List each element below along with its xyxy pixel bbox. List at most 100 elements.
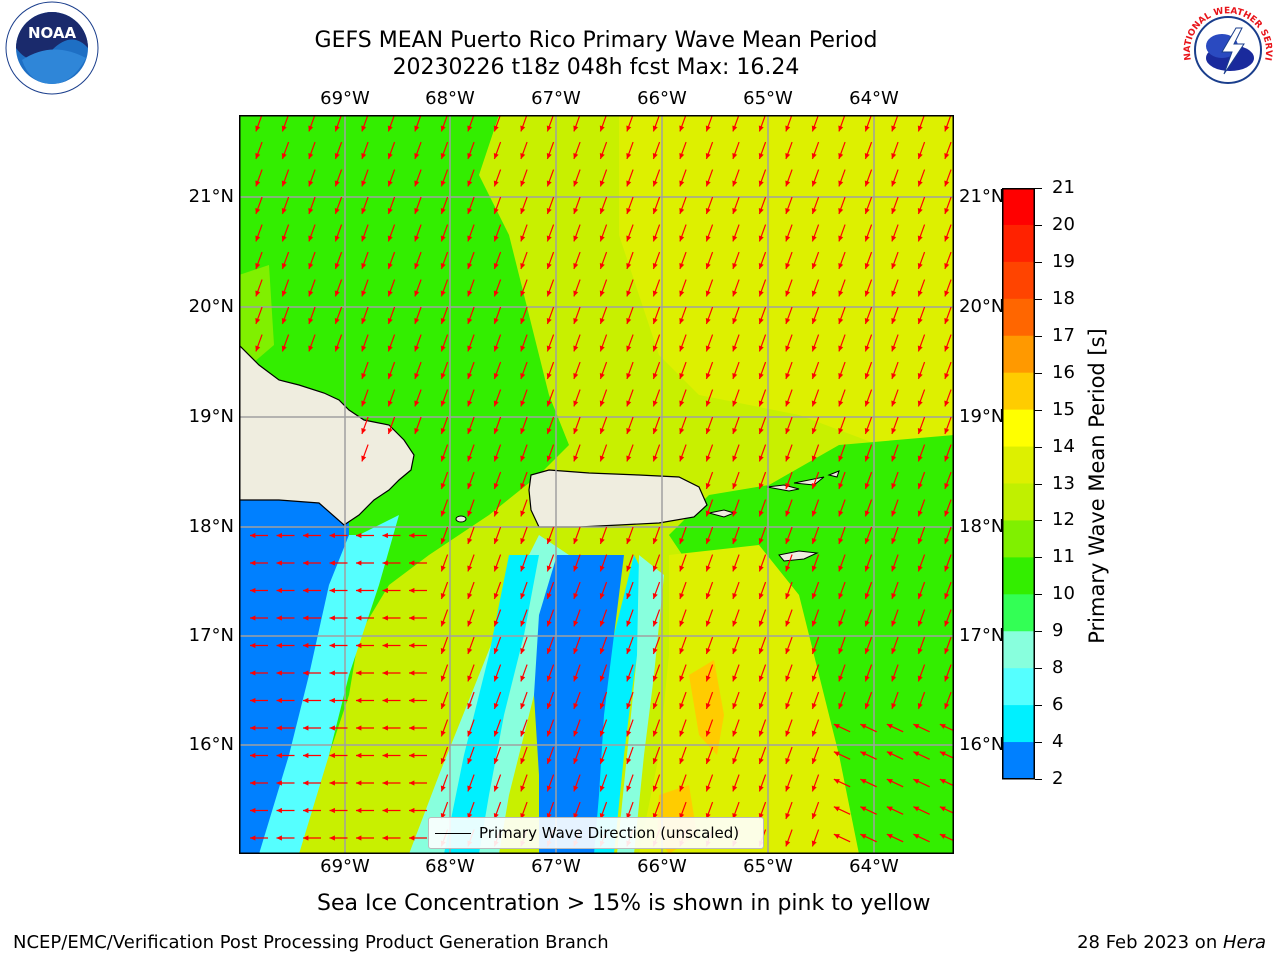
wave-arrow-head (705, 262, 711, 269)
colorbar-tick-mark (1035, 594, 1042, 596)
st-croix-island (778, 550, 819, 562)
wave-arrow-head (440, 510, 446, 517)
wave-arrow-head (520, 207, 526, 214)
wave-arrow-head (864, 455, 870, 462)
wave-arrow-head (409, 670, 415, 676)
wave-arrow-head (652, 427, 658, 434)
wave-arrow-head (308, 235, 314, 242)
wave-period-map (239, 115, 954, 854)
wave-arrow-head (917, 235, 923, 242)
wave-arrow-head (785, 785, 791, 792)
wave-arrow-head (944, 482, 950, 489)
wave-arrow-head (652, 345, 658, 352)
colorbar-tick-mark (1035, 779, 1042, 780)
colorbar-tick-mark (1035, 705, 1042, 707)
wave-arrow-head (281, 235, 287, 242)
wave-arrow-head (785, 235, 791, 242)
wave-arrow-head (440, 730, 446, 737)
colorbar-tick-mark (1035, 631, 1042, 633)
wave-arrow-head (886, 751, 893, 757)
wave-arrow-head (652, 730, 658, 737)
wave-arrow-head (334, 317, 340, 324)
wave-arrow-head (493, 675, 499, 682)
wave-arrow-head (838, 290, 844, 297)
wave-arrow-head (626, 400, 632, 407)
wave-arrow-head (356, 835, 362, 841)
wave-arrow-head (409, 807, 415, 814)
wave-arrow-head (732, 565, 738, 572)
wave-arrow-head (493, 455, 499, 462)
wave-arrow-head (838, 675, 844, 682)
wave-arrow-head (758, 262, 764, 269)
wave-arrow-head (599, 290, 605, 297)
wave-arrow-head (276, 835, 282, 841)
wave-arrow-head (891, 235, 897, 242)
wave-arrow-head (356, 642, 362, 649)
lat-tick-right: 21°N (959, 186, 1005, 207)
wave-arrow-head (705, 400, 711, 407)
wave-arrow-head (255, 207, 261, 214)
wave-arrow-head (546, 152, 552, 159)
footer-host: Hera (1222, 932, 1266, 953)
wave-arrow-head (758, 180, 764, 187)
wave-arrow-head (886, 834, 893, 839)
colorbar-tick-label: 19 (1052, 250, 1075, 272)
wave-arrow-head (864, 235, 870, 242)
wave-arrow-head (833, 724, 840, 729)
wave-arrow-head (626, 180, 632, 187)
wave-arrow-head (520, 510, 526, 517)
wave-arrow-head (520, 317, 526, 324)
wave-arrow-head (626, 207, 632, 214)
wave-arrow-head (546, 675, 552, 682)
wave-arrow-head (356, 807, 362, 814)
wave-arrow-head (833, 834, 840, 839)
wave-arrow-head (255, 125, 261, 132)
wave-arrow-head (520, 730, 526, 737)
wave-arrow-head (679, 620, 685, 627)
field-yellow-south (639, 545, 859, 854)
wave-arrow-head (382, 670, 388, 676)
wave-arrow-head (652, 317, 658, 324)
wave-arrow-head (679, 675, 685, 682)
colorbar-tick-label: 20 (1052, 213, 1075, 235)
title-line-1: GEFS MEAN Puerto Rico Primary Wave Mean … (314, 28, 878, 53)
wave-arrow-head (652, 235, 658, 242)
wave-arrow-head (732, 262, 738, 269)
colorbar-tick-mark (1035, 557, 1042, 559)
wave-arrow-head (440, 317, 446, 324)
wave-arrow-head (493, 345, 499, 352)
wave-arrow-head (758, 290, 764, 297)
wave-arrow-head (440, 152, 446, 159)
wave-arrow-head (334, 180, 340, 187)
wave-arrow-head (520, 482, 526, 489)
wave-arrow-head (785, 262, 791, 269)
wave-arrow-head (705, 125, 711, 132)
wave-arrow-head (917, 125, 923, 132)
wave-arrow-head (811, 235, 817, 242)
colorbar-tick-mark (1035, 224, 1042, 226)
wave-arrow-head (356, 587, 362, 594)
wave-arrow-head (758, 152, 764, 159)
colorbar-tick-label: 10 (1052, 583, 1075, 605)
wave-arrow-head (361, 427, 367, 434)
wave-arrow-head (864, 207, 870, 214)
lat-tick-left: 17°N (188, 625, 234, 646)
wave-arrow-head (811, 262, 817, 269)
wave-arrow-head (387, 262, 393, 269)
wave-arrow-head (811, 125, 817, 132)
wave-arrow-head (276, 697, 282, 704)
wave-arrow-head (520, 180, 526, 187)
wave-arrow-head (546, 290, 552, 297)
wave-arrow-head (652, 152, 658, 159)
wave-arrow-head (758, 702, 764, 709)
wave-arrow-head (520, 152, 526, 159)
wave-arrow-head (758, 235, 764, 242)
wave-arrow-head (679, 757, 685, 764)
wave-arrow-head (652, 537, 658, 544)
wave-arrow-head (838, 235, 844, 242)
wave-arrow-head (732, 345, 738, 352)
wave-arrow-head (886, 806, 893, 812)
lon-tick-bottom: 66°W (637, 856, 687, 877)
colorbar-segment (1002, 446, 1035, 484)
wave-arrow-head (860, 834, 867, 839)
